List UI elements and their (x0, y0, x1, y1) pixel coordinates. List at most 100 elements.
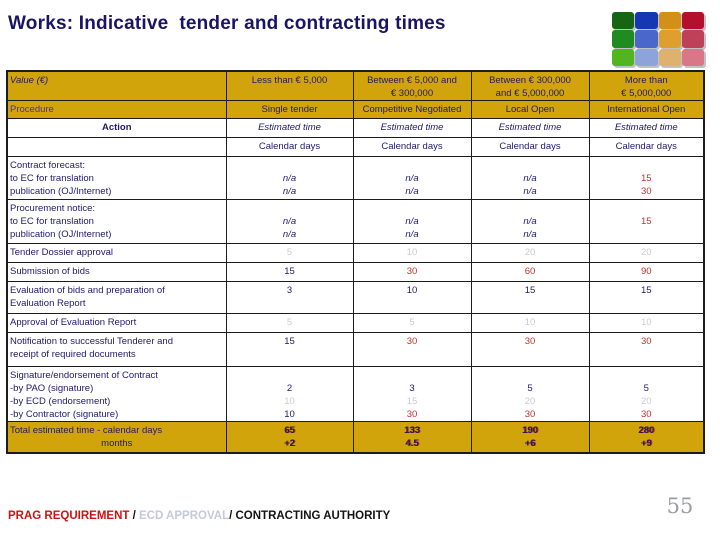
table-cell: 280 +9 (588, 421, 705, 453)
cell-line: Submission of bids (10, 266, 90, 277)
table-cell: 10 (352, 243, 472, 263)
cell-line: 90 (640, 266, 652, 277)
cell-line: 2 (286, 383, 293, 394)
table-cell: 10 (588, 313, 705, 333)
table-row: Submission of bids 15 30 60 90 (6, 262, 705, 282)
table-cell: 5 (225, 243, 354, 263)
table-cell: Calendar days (352, 137, 472, 157)
cell-line (356, 159, 469, 172)
table-cell: n/a n/a (225, 156, 354, 200)
table-cell: International Open (588, 100, 705, 119)
table-cell: Single tender (225, 100, 354, 119)
logo-square (635, 48, 658, 66)
cell-line: Local Open (505, 104, 555, 115)
cell-line (592, 369, 702, 382)
table-row: Notification to successful Tenderer and r… (6, 332, 705, 367)
table-cell: 2 10 10 (225, 366, 354, 422)
table-cell (6, 137, 227, 157)
cell-line (474, 369, 587, 382)
cell-line: n/a (523, 173, 537, 184)
cell-line: 15 (284, 266, 295, 277)
cell-line: Total estimated time - calendar days (10, 425, 163, 436)
cell-line: International Open (607, 104, 686, 115)
table-cell: Notification to successful Tenderer and r… (6, 332, 227, 367)
cell-line: 30 (640, 186, 652, 197)
cell-line: 15 (640, 285, 652, 296)
table-cell: 5 20 30 (470, 366, 590, 422)
logo-square (658, 48, 681, 66)
cell-line: Procedure (10, 104, 54, 115)
cell-line: 10 (640, 317, 652, 328)
cell-line: Between € 5,000 and (367, 75, 457, 86)
cell-line: Calendar days (258, 141, 321, 152)
table-cell: 15 (225, 332, 354, 367)
table-cell: 60 (470, 262, 590, 282)
cell-line: 20 (640, 247, 652, 258)
cell-line: 30 (524, 409, 536, 420)
table-cell: Between € 5,000 and € 300,000 (352, 70, 472, 101)
table-cell: 190 +6 (470, 421, 590, 453)
logo-square (635, 12, 658, 30)
cell-line (474, 202, 587, 215)
page-title: Works: Indicative tender and contracting… (8, 13, 446, 34)
table-cell: n/a n/a (352, 199, 472, 244)
cell-line: 3 (286, 285, 293, 296)
table-cell: Competitive Negotiated (352, 100, 472, 119)
cell-line (592, 202, 702, 215)
logo-square (612, 48, 635, 66)
table-cell: n/a n/a (470, 199, 590, 244)
table-cell: Action (6, 118, 227, 138)
logo-square (658, 12, 681, 30)
table-cell: 5 (352, 313, 472, 333)
tender-times-table: Value (€) Less than € 5,000 Between € 5,00… (6, 70, 705, 454)
cell-line (356, 369, 469, 382)
cell-line: n/a (523, 216, 537, 227)
table-cell: More than € 5,000,000 (588, 70, 705, 101)
logo-square (612, 30, 635, 48)
table-cell: 10 (352, 281, 472, 314)
cell-line: 5 (286, 317, 293, 328)
cell-line (592, 159, 702, 172)
cell-line: 65 (284, 425, 295, 436)
cell-line: n/a (405, 173, 419, 184)
table-row: Tender Dossier approval 5 10 20 20 (6, 243, 705, 263)
table-cell: 15 30 (588, 156, 705, 200)
table-cell: 10 (470, 313, 590, 333)
table-cell: Estimated time (588, 118, 705, 138)
cell-line: Value (€) (10, 75, 49, 86)
cell-line: Procurement notice: (10, 203, 96, 214)
table-cell: 133 4.5 (352, 421, 472, 453)
table-cell: Estimated time (352, 118, 472, 138)
cell-line: n/a (405, 216, 419, 227)
cell-line: Calendar days (499, 141, 561, 152)
cell-line (229, 202, 351, 215)
cell-line: to EC for translation (10, 173, 94, 184)
cell-line: Estimated time (498, 122, 562, 133)
table-cell: 15 (470, 281, 590, 314)
cell-line: Less than € 5,000 (251, 75, 328, 86)
table-row: Evaluation of bids and preparation of Eva… (6, 281, 705, 314)
table-row: Calendar days Calendar days Calendar days C… (6, 137, 705, 157)
footer-segment: / (229, 510, 236, 522)
cell-line: Estimated time (258, 122, 321, 133)
cell-line: Tender Dossier approval (10, 247, 113, 258)
cell-line: 20 (524, 247, 536, 258)
cell-line: n/a (282, 173, 297, 184)
logo-square (612, 12, 635, 30)
cell-line: Signature/endorsement of Contract (10, 370, 158, 381)
cell-line: 190 (522, 425, 538, 436)
cell-line: n/a (405, 229, 419, 240)
cell-line: Evaluation of bids and preparation of (10, 285, 165, 296)
cell-line: 5 (643, 383, 649, 394)
cell-line: € 300,000 (390, 88, 434, 99)
table-cell: Calendar days (225, 137, 354, 157)
table-cell: 15 (225, 262, 354, 282)
cell-line: 133 (404, 425, 420, 436)
cell-line: 5 (409, 317, 415, 328)
table-cell: Procurement notice: to EC for translation… (6, 199, 227, 244)
cell-line: 30 (406, 336, 418, 347)
table-cell: Calendar days (470, 137, 590, 157)
cell-line: n/a (405, 186, 419, 197)
cell-line: 5 (527, 383, 533, 394)
